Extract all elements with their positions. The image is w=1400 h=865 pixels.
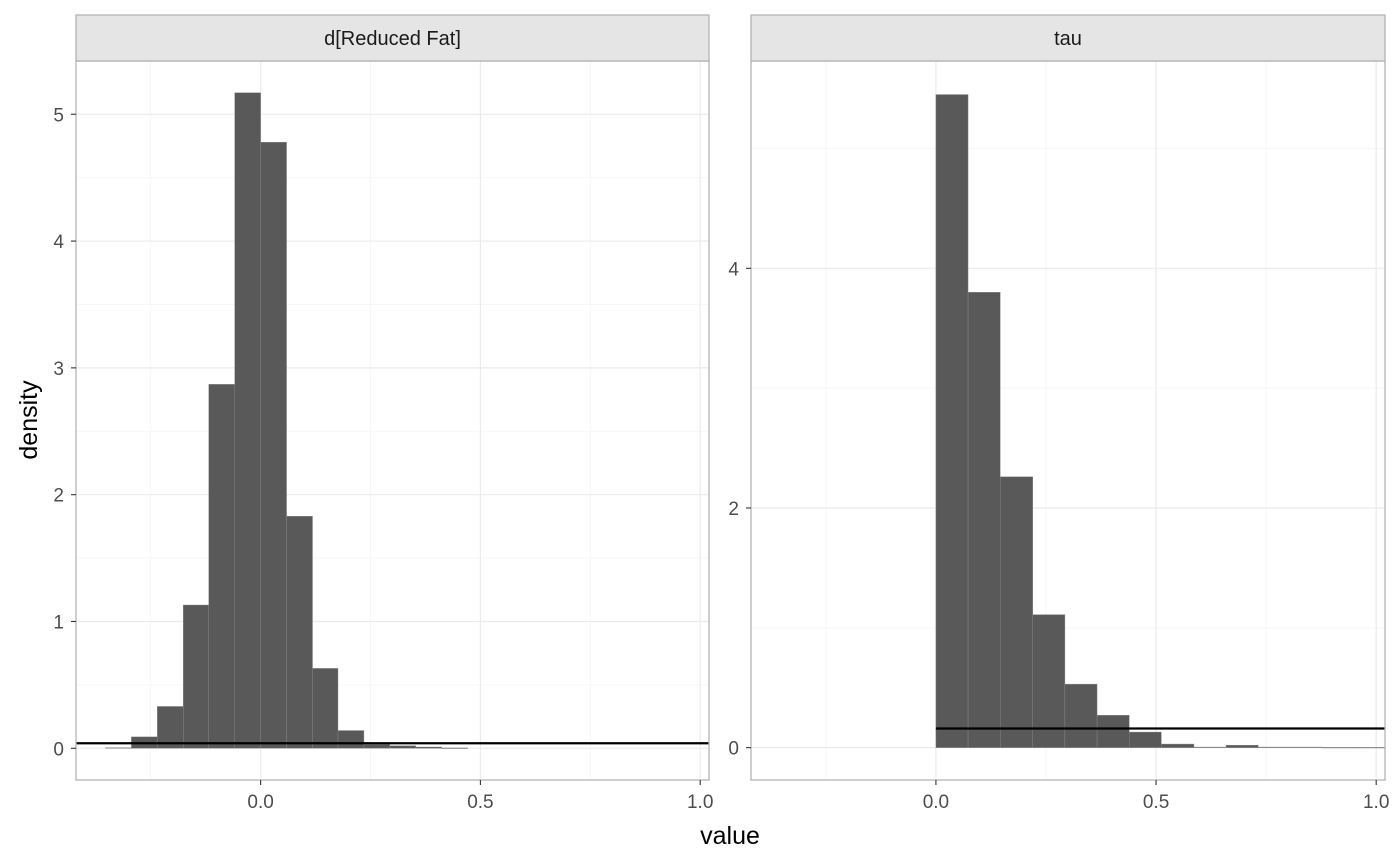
y-tick-label: 2 (53, 486, 64, 507)
y-axis-title: density (15, 380, 43, 460)
histogram-bar (1161, 743, 1195, 748)
facet-panels: d[Reduced Fat] 0.0 0.5 1.0 0 1 2 3 4 5 tau 0.0 0.5 1.… (53, 14, 1389, 813)
histogram-bar (1322, 747, 1355, 749)
x-tick-label: 0.0 (923, 792, 949, 813)
histogram-bar (260, 141, 287, 749)
x-tick-label: 0.5 (467, 792, 493, 813)
x-axis-title: value (700, 822, 760, 850)
histogram-bars (105, 92, 468, 749)
x-tick-label: 0.5 (1143, 792, 1169, 813)
facet-strip (75, 14, 710, 62)
histogram-bar (415, 746, 442, 749)
histogram-bar (105, 747, 132, 749)
y-tick-label: 4 (53, 232, 64, 253)
histogram-bar (1290, 746, 1323, 748)
histogram-bar (286, 516, 313, 749)
histogram-bar (312, 668, 339, 749)
y-tick-label: 2 (728, 499, 739, 520)
histogram-bar (1354, 747, 1385, 749)
facet-strip-label: d[Reduced Fat] (324, 28, 461, 50)
y-tick-label: 3 (53, 359, 64, 380)
histogram-bar (1096, 715, 1130, 748)
histogram-bar (183, 604, 209, 749)
histogram-bar (389, 745, 416, 749)
facet-panel-1: d[Reduced Fat] 0.0 0.5 1.0 0 1 2 3 4 5 (53, 14, 713, 813)
histogram-bar (967, 292, 1001, 748)
histogram-bar (1064, 683, 1098, 748)
x-tick-label: 0.0 (247, 792, 273, 813)
histogram-bar (157, 706, 184, 749)
panel-background (76, 61, 709, 780)
x-tick-label: 1.0 (687, 792, 713, 813)
histogram-bar (363, 744, 391, 749)
histogram-bar (1257, 746, 1291, 748)
facet-strip (750, 14, 1386, 62)
histogram-bar (441, 747, 468, 749)
histogram-bar (1032, 614, 1066, 748)
facet-strip-label: tau (1054, 28, 1082, 50)
histogram-bar (337, 730, 365, 749)
histogram-bar (935, 94, 969, 748)
y-tick-label: 5 (53, 105, 64, 126)
y-tick-label: 1 (53, 612, 64, 633)
histogram-bar (999, 476, 1033, 748)
histogram-bar (208, 384, 235, 749)
histogram-bar (1128, 731, 1162, 748)
histogram-bar (1193, 746, 1227, 748)
y-tick-label: 0 (53, 739, 64, 760)
facet-panel-2: tau 0.0 0.5 1.0 0 2 4 (728, 14, 1389, 813)
panel-background (751, 61, 1385, 780)
y-tick-label: 0 (728, 739, 739, 760)
x-tick-label: 1.0 (1363, 792, 1389, 813)
histogram-bar (234, 92, 261, 749)
histogram-bars (935, 94, 1385, 749)
y-tick-label: 4 (728, 259, 739, 280)
histogram-bar (1225, 745, 1259, 748)
